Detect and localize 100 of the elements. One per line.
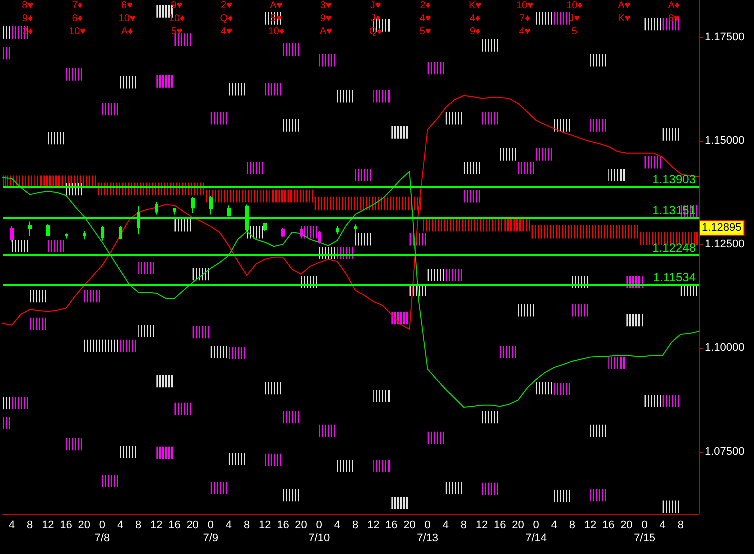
- candlestick: [300, 227, 303, 238]
- bar: [532, 225, 541, 239]
- bar: [278, 190, 288, 203]
- annotation: 8♥: [22, 0, 34, 12]
- annotation: 1.12895: [702, 222, 742, 234]
- bar: [446, 269, 464, 282]
- x-tick-label: 8: [244, 520, 250, 532]
- annotation: 10♦: [566, 0, 583, 12]
- bar: [30, 318, 48, 330]
- x-tick-label: 20: [186, 520, 199, 532]
- x-tick-label: 4: [226, 520, 232, 532]
- bar: [392, 497, 410, 510]
- bar: [48, 240, 66, 252]
- bar: [387, 196, 396, 211]
- y-tick-label: 1.12500: [705, 238, 745, 251]
- y-tick-label: 1.15000: [705, 134, 745, 147]
- bar: [210, 112, 229, 125]
- candlestick: [119, 226, 122, 240]
- bar: [644, 18, 663, 31]
- x-tick-label: 12: [584, 520, 597, 532]
- bar: [640, 232, 650, 246]
- annotation: J♦: [370, 14, 381, 24]
- bar: [649, 232, 658, 246]
- x-tick-label: 8: [136, 520, 142, 532]
- bar: [66, 68, 84, 81]
- bar: [392, 312, 410, 325]
- annotation: A♥: [320, 26, 333, 38]
- bar: [270, 190, 279, 203]
- x-tick-label: 4: [8, 520, 16, 532]
- annotation: 10♥: [516, 0, 534, 12]
- bar: [30, 290, 48, 303]
- bar: [224, 190, 234, 203]
- bar: [265, 454, 284, 466]
- x-tick-label: 20: [512, 520, 524, 532]
- annotation: 9♦: [470, 26, 481, 38]
- bar: [676, 232, 686, 246]
- bar: [550, 225, 559, 239]
- candlestick: [191, 196, 195, 214]
- bar: [392, 126, 410, 139]
- x-tick-label: 0 7/8: [94, 520, 110, 544]
- x-tick-label: 4: [442, 520, 449, 532]
- annotation: 7♦: [72, 0, 83, 12]
- bar: [514, 218, 523, 232]
- annotation: K♥: [618, 14, 631, 24]
- candlestick: [354, 224, 357, 234]
- x-tick-label: 0 7/9: [203, 520, 219, 544]
- annotation: 9♦: [22, 14, 34, 24]
- bar: [667, 232, 676, 246]
- annotation: 6♥: [668, 14, 680, 24]
- bar: [324, 196, 333, 211]
- bar: [554, 119, 572, 132]
- annotation: 2♦: [420, 0, 431, 12]
- x-tick-label: 12: [150, 520, 163, 532]
- bar: [450, 218, 460, 232]
- bar: [446, 112, 464, 125]
- candlestick: [46, 224, 50, 237]
- bar: [174, 34, 193, 46]
- x-tick-label: 20: [404, 520, 416, 532]
- bar: [215, 190, 224, 203]
- bar: [428, 432, 446, 444]
- bar: [644, 156, 663, 169]
- x-tick-label: 12: [367, 520, 380, 532]
- bar: [374, 390, 392, 402]
- x-tick-label: 4: [117, 520, 124, 532]
- candlestick: [263, 222, 267, 232]
- bar: [540, 225, 550, 239]
- x-tick-label: 16: [168, 520, 181, 532]
- bar: [518, 162, 536, 175]
- bar: [500, 346, 518, 359]
- bar: [210, 346, 229, 359]
- bar: [288, 190, 297, 203]
- bar: [554, 490, 572, 502]
- candlestick: [28, 221, 32, 237]
- x-tick-label: 16: [386, 520, 398, 532]
- x-tick-label: 16: [494, 520, 506, 532]
- x-tick-label: 4: [660, 520, 666, 532]
- bar: [613, 225, 622, 239]
- x-tick-label: 8: [569, 520, 576, 532]
- bar: [536, 12, 554, 25]
- x-tick-label: 16: [602, 520, 615, 532]
- line-series: [2, 95, 700, 330]
- candlestick: [173, 208, 176, 216]
- bar: [428, 62, 446, 75]
- line-series: [2, 171, 700, 408]
- bar: [518, 304, 536, 317]
- candlestick: [101, 226, 104, 242]
- annotation: 10♦: [168, 14, 186, 24]
- bar: [156, 75, 175, 88]
- annotation: K♥: [468, 0, 482, 12]
- annotation: 10♥: [118, 14, 136, 24]
- ref-line-label: 1.12248: [652, 241, 696, 256]
- candlestick: [318, 230, 321, 244]
- x-tick-label: 16: [60, 520, 72, 532]
- bar: [342, 196, 351, 211]
- y-tick-label: 1.17500: [705, 31, 745, 44]
- bar: [192, 268, 211, 281]
- bar: [396, 196, 406, 211]
- bar: [626, 314, 645, 327]
- annotation: J♥: [370, 0, 382, 12]
- x-tick-label: 20: [295, 520, 308, 532]
